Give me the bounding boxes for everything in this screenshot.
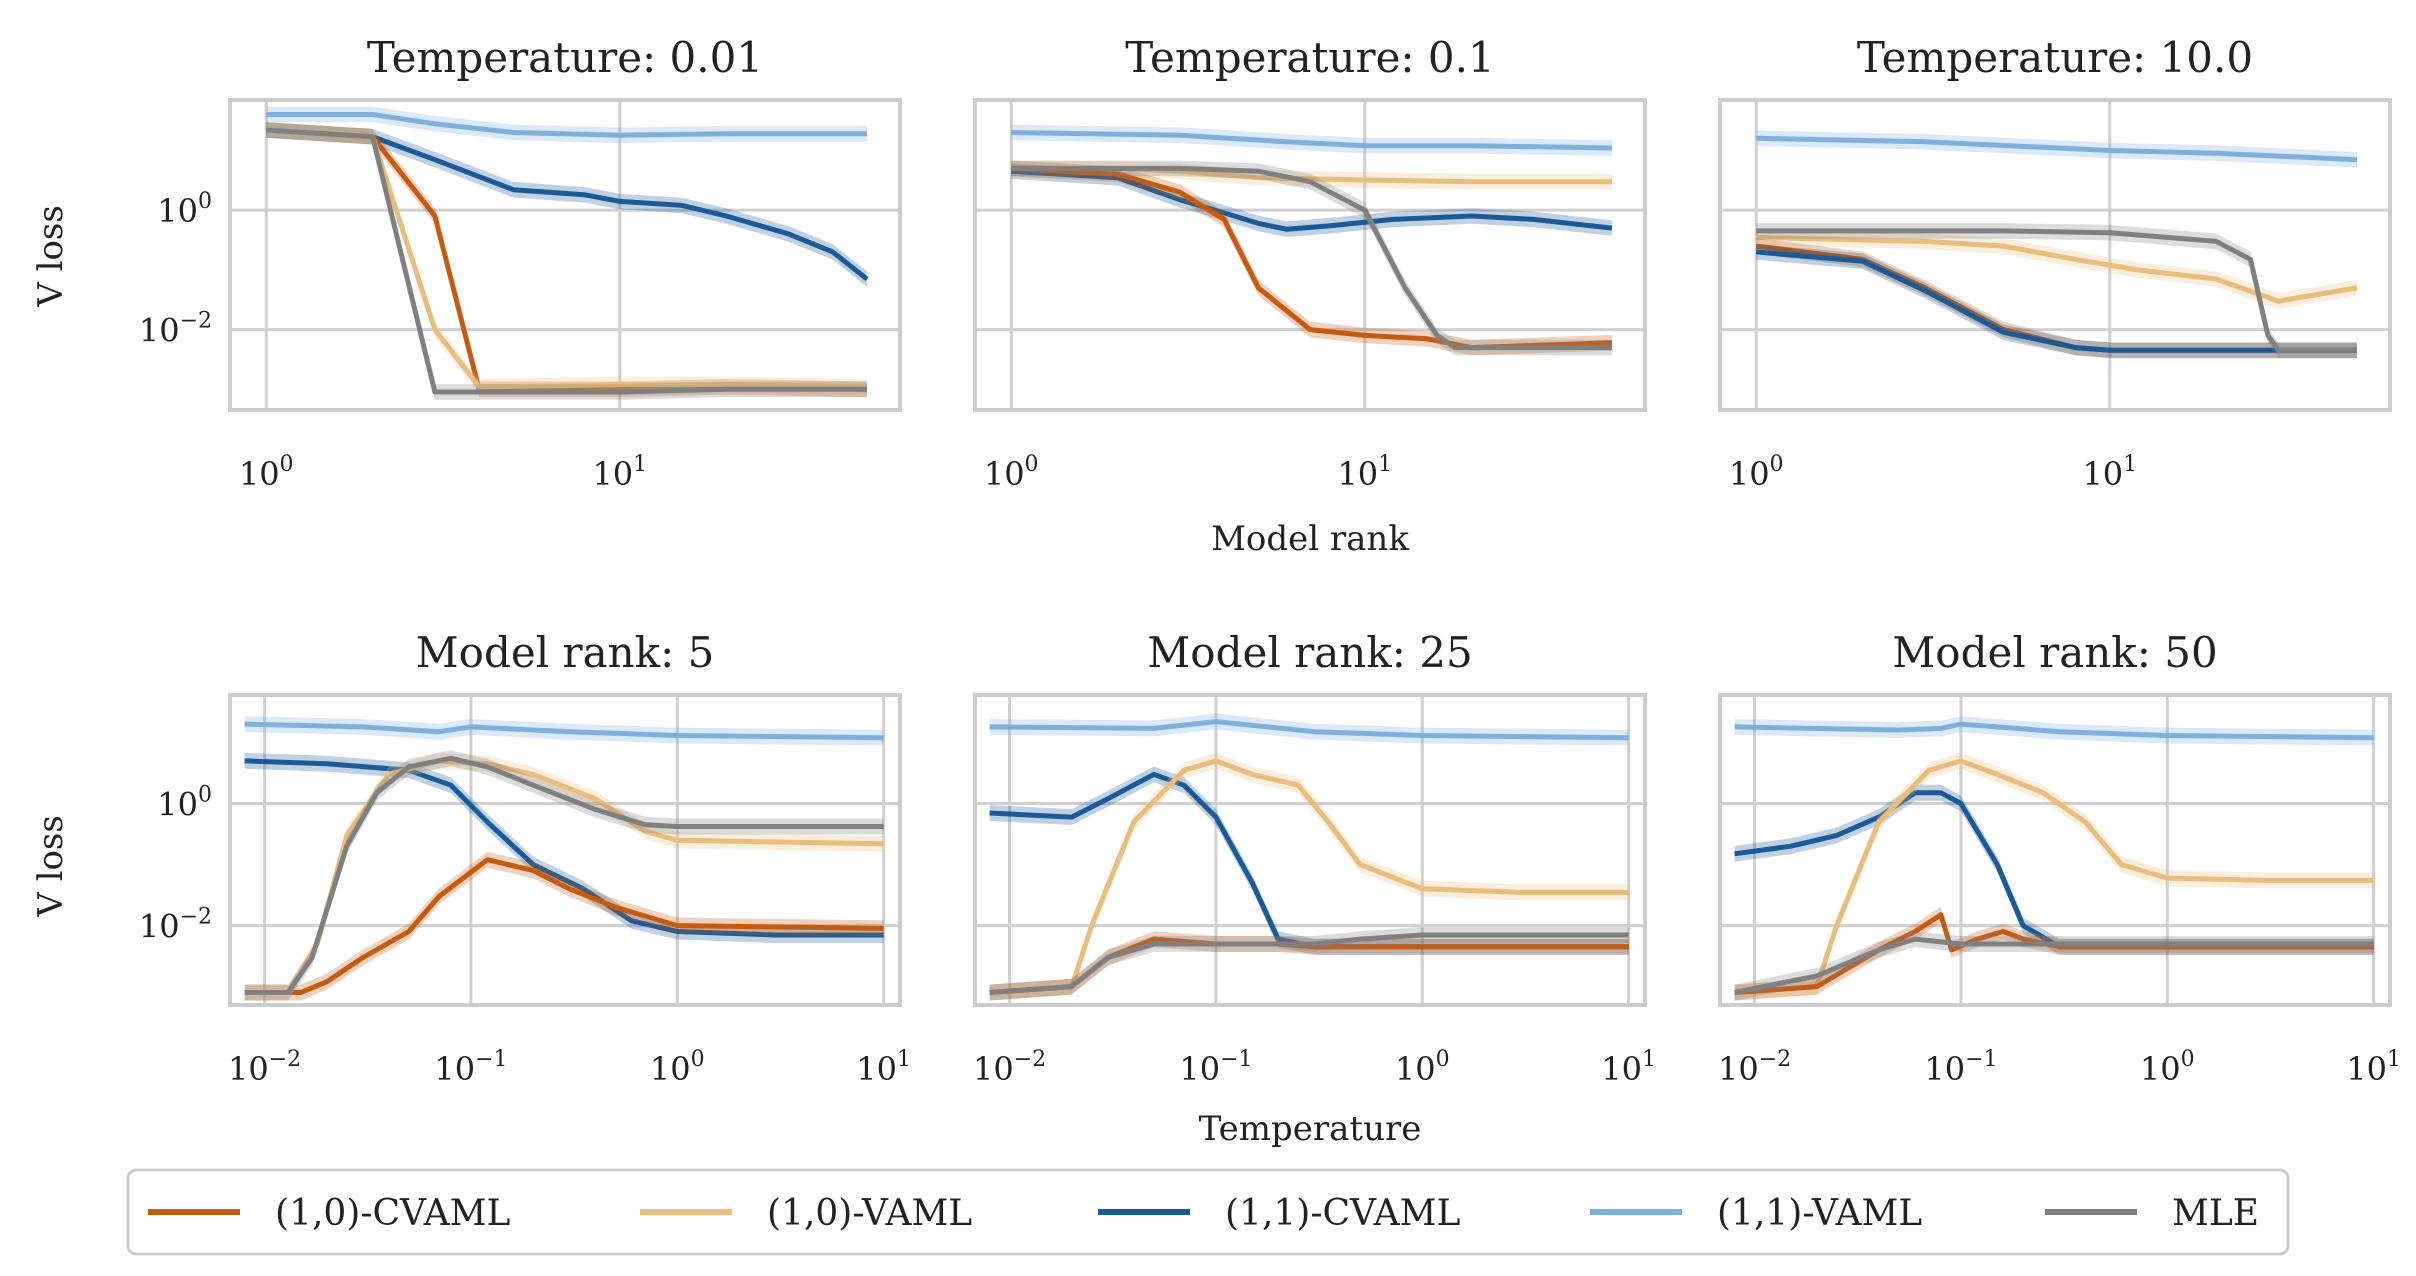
panel-title-3: Temperature: 10.0 xyxy=(1857,33,2253,82)
plot-area xyxy=(266,106,869,400)
panel-2: Temperature: 0.1 100 101 xyxy=(973,33,1647,493)
axes-frame xyxy=(973,693,1647,1007)
panel-title-5: Model rank: 25 xyxy=(1147,628,1472,677)
axes-frame xyxy=(1718,98,2392,412)
x-tick-label: 100 xyxy=(650,1047,705,1088)
x-tick-label: 100 xyxy=(1395,1047,1450,1088)
series-line-mle xyxy=(266,127,867,395)
band-1-1-cvaml xyxy=(1734,784,2374,955)
band-1-0-cvaml xyxy=(266,122,867,398)
x-tick-label: 101 xyxy=(856,1047,911,1088)
axes-frame xyxy=(1718,693,2392,1007)
panel-title-4: Model rank: 5 xyxy=(416,628,715,677)
panel-6: Model rank: 50 10−2 10−1 100 101 xyxy=(1718,628,2401,1088)
legend-frame xyxy=(126,1168,2290,1256)
legend-label-cvaml-11: (1,1)-CVAML xyxy=(1225,1193,1460,1234)
axes-frame xyxy=(973,98,1647,412)
series-line-1-1-cvaml xyxy=(244,758,884,938)
x-tick-label: 101 xyxy=(1337,452,1392,493)
x-tick-label: 100 xyxy=(984,452,1039,493)
panel-title-1: Temperature: 0.01 xyxy=(367,33,763,82)
x-tick-label: 101 xyxy=(2082,452,2137,493)
band-1-0-vaml xyxy=(989,752,1629,1001)
series-line-1-1-vaml xyxy=(989,719,1629,741)
legend-label-vaml-11: (1,1)-VAML xyxy=(1717,1193,1922,1234)
plot-area xyxy=(244,716,884,1001)
band-mle xyxy=(266,122,867,400)
x-tick-label: 10−2 xyxy=(973,1047,1046,1088)
panel-4: Model rank: 5 10−2 10−1 100 101 100 10−2 xyxy=(139,628,911,1088)
series-line-mle xyxy=(1756,228,2357,353)
x-tick-label: 101 xyxy=(1601,1047,1656,1088)
axes-frame xyxy=(228,98,902,412)
x-tick-label: 101 xyxy=(2346,1047,2401,1088)
legend: (1,0)-CVAML (1,0)-VAML (1,1)-CVAML (1,1)… xyxy=(126,1168,2290,1256)
x-label-model-rank: Model rank xyxy=(1211,519,1409,559)
legend-label-cvaml-10: (1,0)-CVAML xyxy=(275,1193,510,1234)
plot-area xyxy=(1011,124,1613,356)
series-line-1-1-cvaml xyxy=(266,127,869,282)
axes-frame xyxy=(228,693,902,1007)
band-1-1-vaml xyxy=(1011,124,1612,156)
legend-label-vaml-10: (1,0)-VAML xyxy=(767,1193,972,1234)
y-label-bottom: V loss xyxy=(31,815,71,918)
series-line-1-0-cvaml xyxy=(244,857,884,995)
series-line-1-1-cvaml xyxy=(1011,168,1613,232)
y-tick-label: 10−2 xyxy=(139,905,212,946)
x-tick-label: 100 xyxy=(239,452,294,493)
panel-title-6: Model rank: 50 xyxy=(1892,628,2217,677)
panel-1: Temperature: 0.01 100 101 100 10−2 xyxy=(139,33,902,493)
band-mle xyxy=(1756,223,2357,359)
y-tick-label: 100 xyxy=(157,189,212,230)
series-line-mle xyxy=(1011,165,1612,351)
panel-3: Temperature: 10.0 100 101 xyxy=(1718,33,2392,493)
series-line-mle xyxy=(989,932,1629,995)
x-tick-label: 101 xyxy=(592,452,647,493)
x-label-temperature: Temperature xyxy=(1199,1109,1422,1149)
band-mle xyxy=(1734,931,2374,1001)
series-line-1-0-vaml xyxy=(1734,758,2374,995)
series-line-1-0-cvaml xyxy=(1011,165,1613,351)
series-line-1-0-vaml xyxy=(989,758,1629,995)
y-tick-label: 100 xyxy=(157,783,212,824)
legend-label-mle: MLE xyxy=(2172,1193,2259,1234)
series-line-1-1-vaml xyxy=(244,721,884,741)
series-line-mle xyxy=(1734,936,2374,995)
x-tick-label: 10−1 xyxy=(1924,1047,1997,1088)
series-line-1-1-vaml xyxy=(1011,130,1613,151)
series-line-1-1-cvaml xyxy=(1755,249,2357,353)
x-tick-label: 10−2 xyxy=(228,1047,301,1088)
series-line-1-0-cvaml xyxy=(266,127,868,392)
series-line-1-0-vaml xyxy=(1756,234,2358,304)
band-1-0-cvaml xyxy=(1734,906,2374,1001)
x-tick-label: 10−1 xyxy=(434,1047,507,1088)
series-line-1-1-vaml xyxy=(266,112,867,138)
y-tick-label: 10−2 xyxy=(139,309,212,350)
x-tick-label: 100 xyxy=(2140,1047,2195,1088)
y-label-top: V loss xyxy=(31,205,71,308)
series-line-1-1-vaml xyxy=(1756,135,2358,163)
x-tick-label: 10−1 xyxy=(1179,1047,1252,1088)
band-1-0-vaml xyxy=(266,122,867,395)
plot-area xyxy=(1755,130,2358,359)
x-tick-label: 10−2 xyxy=(1718,1047,1791,1088)
series-line-mle xyxy=(244,755,884,995)
band-mle xyxy=(244,750,884,1001)
plot-area xyxy=(989,713,1629,1001)
plot-area xyxy=(1734,716,2374,1001)
series-line-1-0-vaml xyxy=(266,127,868,390)
band-1-0-cvaml xyxy=(1756,238,2357,359)
panel-5: Model rank: 25 10−2 10−1 100 101 xyxy=(973,628,1656,1088)
series-line-1-1-cvaml xyxy=(1734,790,2374,950)
x-tick-label: 100 xyxy=(1729,452,1784,493)
band-1-1-cvaml xyxy=(266,122,867,287)
series-line-1-1-vaml xyxy=(1734,721,2374,741)
panel-title-2: Temperature: 0.1 xyxy=(1125,33,1494,82)
